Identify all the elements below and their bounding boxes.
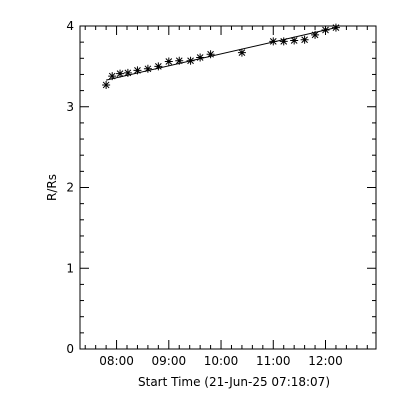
x-tick-label: 11:00 [256, 354, 291, 368]
data-point [331, 23, 340, 32]
x-tick-label: 09:00 [152, 354, 187, 368]
data-point [102, 80, 111, 89]
data-point [269, 37, 278, 46]
data-point [311, 30, 320, 39]
data-point [133, 66, 142, 75]
data-point [206, 50, 215, 59]
data-point [186, 56, 195, 65]
x-axis-label: Start Time (21-Jun-25 07:18:07) [138, 375, 330, 389]
data-point [154, 62, 163, 71]
data-point [116, 69, 125, 78]
y-tick-label: 0 [66, 342, 74, 356]
data-point [321, 26, 330, 35]
x-tick-label: 08:00 [99, 354, 134, 368]
x-tick-label: 12:00 [308, 354, 343, 368]
y-tick-label: 1 [66, 261, 74, 275]
data-point [196, 53, 205, 62]
y-tick-label: 2 [66, 181, 74, 195]
data-point [290, 36, 299, 45]
data-point [164, 57, 173, 66]
fit-line [106, 27, 337, 81]
y-axis-label: R/Rs [45, 174, 59, 201]
x-tick-label: 10:00 [204, 354, 239, 368]
plot-frame [79, 25, 377, 350]
y-tick-label: 4 [66, 19, 74, 33]
data-point [300, 35, 309, 44]
data-point [123, 68, 132, 77]
data-point [108, 72, 117, 81]
data-point [279, 37, 288, 46]
data-point [237, 48, 246, 57]
data-point [175, 56, 184, 65]
y-tick-label: 3 [66, 100, 74, 114]
data-point [143, 64, 152, 73]
